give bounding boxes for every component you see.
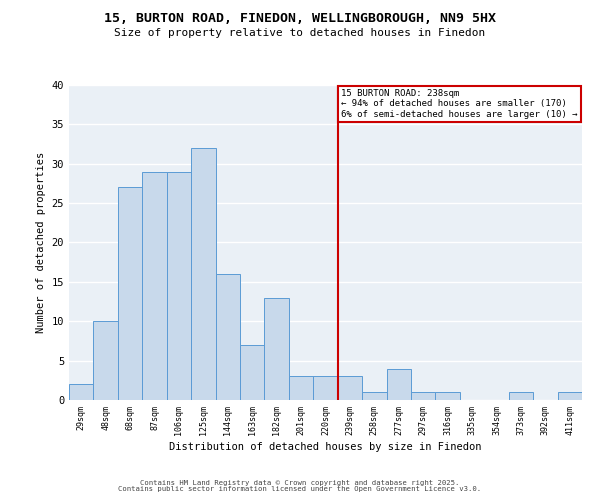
X-axis label: Distribution of detached houses by size in Finedon: Distribution of detached houses by size … [169,442,482,452]
Y-axis label: Number of detached properties: Number of detached properties [36,152,46,333]
Bar [436,392,460,400]
Bar [289,376,313,400]
Bar [191,148,215,400]
Bar [118,188,142,400]
Bar [94,322,118,400]
Text: 15 BURTON ROAD: 238sqm
← 94% of detached houses are smaller (170)
6% of semi-det: 15 BURTON ROAD: 238sqm ← 94% of detached… [341,89,578,118]
Bar [386,368,411,400]
Text: Size of property relative to detached houses in Finedon: Size of property relative to detached ho… [115,28,485,38]
Bar [69,384,94,400]
Bar [338,376,362,400]
Bar [215,274,240,400]
Text: 15, BURTON ROAD, FINEDON, WELLINGBOROUGH, NN9 5HX: 15, BURTON ROAD, FINEDON, WELLINGBOROUGH… [104,12,496,26]
Bar [240,345,265,400]
Bar [167,172,191,400]
Bar [557,392,582,400]
Bar [362,392,386,400]
Bar [509,392,533,400]
Bar [265,298,289,400]
Bar [313,376,338,400]
Bar [411,392,436,400]
Bar [142,172,167,400]
Text: Contains HM Land Registry data © Crown copyright and database right 2025.
Contai: Contains HM Land Registry data © Crown c… [118,480,482,492]
